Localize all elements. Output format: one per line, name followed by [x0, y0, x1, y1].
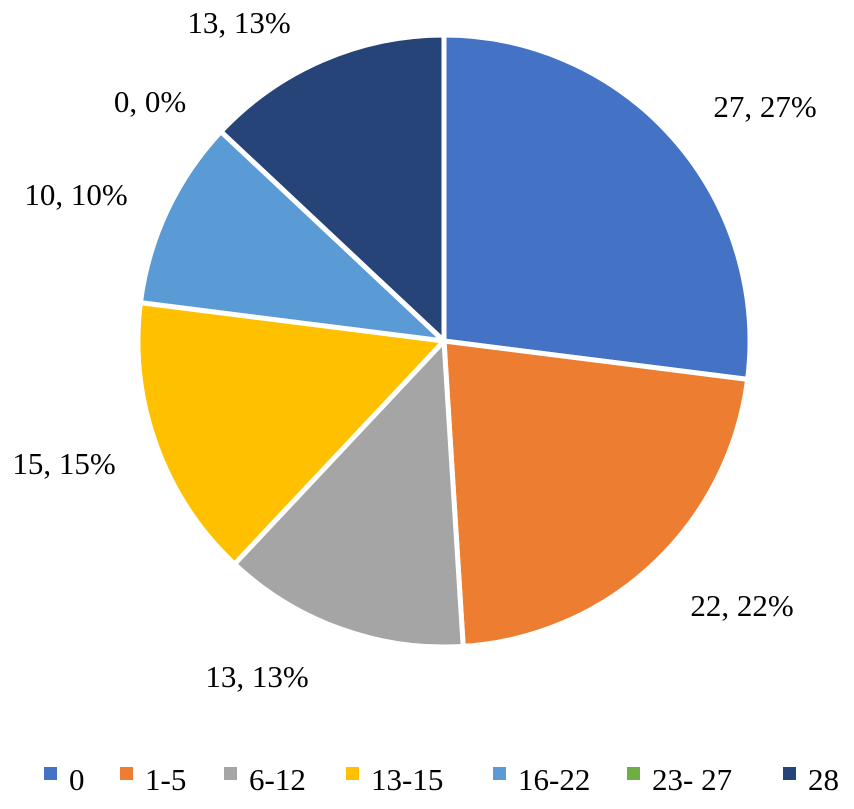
- data-label-16-22: 10, 10%: [24, 177, 127, 212]
- slice-28: [218, 32, 447, 344]
- legend: 0 1-5 6-12 13-15 16-22 23- 27 28: [44, 762, 839, 797]
- legend-swatch-28: [783, 767, 796, 780]
- slice-6-12: [232, 338, 466, 650]
- legend-swatch-1-5: [120, 767, 133, 780]
- legend-label-16-22: 16-22: [518, 762, 590, 797]
- legend-item-23-27: 23- 27: [627, 762, 732, 797]
- slice-13-15: [135, 300, 447, 567]
- legend-swatch-13-15: [346, 767, 359, 780]
- legend-label-6-12: 6-12: [249, 762, 306, 797]
- legend-label-23-27: 23- 27: [652, 762, 732, 797]
- data-label-13-15: 15, 15%: [12, 446, 115, 481]
- data-label-0: 27, 27%: [713, 89, 816, 124]
- legend-swatch-16-22: [493, 767, 506, 780]
- legend-item-16-22: 16-22: [493, 762, 590, 797]
- legend-swatch-6-12: [224, 767, 237, 780]
- legend-item-1-5: 1-5: [120, 762, 186, 797]
- legend-item-13-15: 13-15: [346, 762, 443, 797]
- data-label-28: 13, 13%: [187, 5, 290, 40]
- data-label-6-12: 13, 13%: [205, 659, 308, 694]
- data-labels: 27, 27% 22, 22% 13, 13% 15, 15% 10, 10% 0, 0%…: [12, 5, 816, 694]
- pie-slices: [135, 32, 753, 650]
- legend-item-0: 0: [44, 762, 85, 797]
- legend-label-0: 0: [69, 762, 85, 797]
- data-label-1-5: 22, 22%: [690, 588, 793, 623]
- slice-0: [441, 32, 753, 382]
- legend-item-28: 28: [783, 762, 839, 797]
- legend-label-13-15: 13-15: [371, 762, 443, 797]
- slice-16-22: [137, 129, 447, 344]
- data-label-23-27: 0, 0%: [114, 84, 186, 119]
- legend-swatch-23-27: [627, 767, 640, 780]
- slice-1-5: [441, 338, 751, 649]
- legend-item-6-12: 6-12: [224, 762, 306, 797]
- legend-swatch-0: [44, 767, 57, 780]
- legend-label-1-5: 1-5: [145, 762, 186, 797]
- legend-label-28: 28: [808, 762, 839, 797]
